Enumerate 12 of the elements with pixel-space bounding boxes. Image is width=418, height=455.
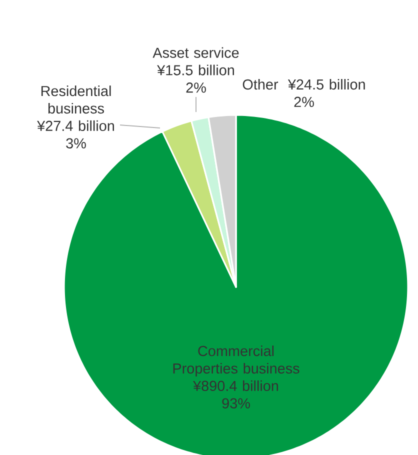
text: 3%	[66, 138, 86, 148]
slice-label: Commercial Properties business	[173, 346, 300, 376]
data-label: ¥27.4 billion	[37, 120, 114, 132]
slice-label: Other	[242, 79, 278, 90]
text: 2%	[186, 82, 206, 93]
text: 93%	[222, 398, 250, 408]
text: 2%	[294, 96, 314, 107]
data-label: ¥890.4 billion	[193, 380, 278, 392]
data-label: ¥15.5 billion	[157, 64, 234, 76]
slice-label: Residential business	[41, 86, 111, 114]
data-label: ¥24.5 billion	[288, 79, 365, 90]
slice-label: Asset service	[152, 47, 239, 58]
